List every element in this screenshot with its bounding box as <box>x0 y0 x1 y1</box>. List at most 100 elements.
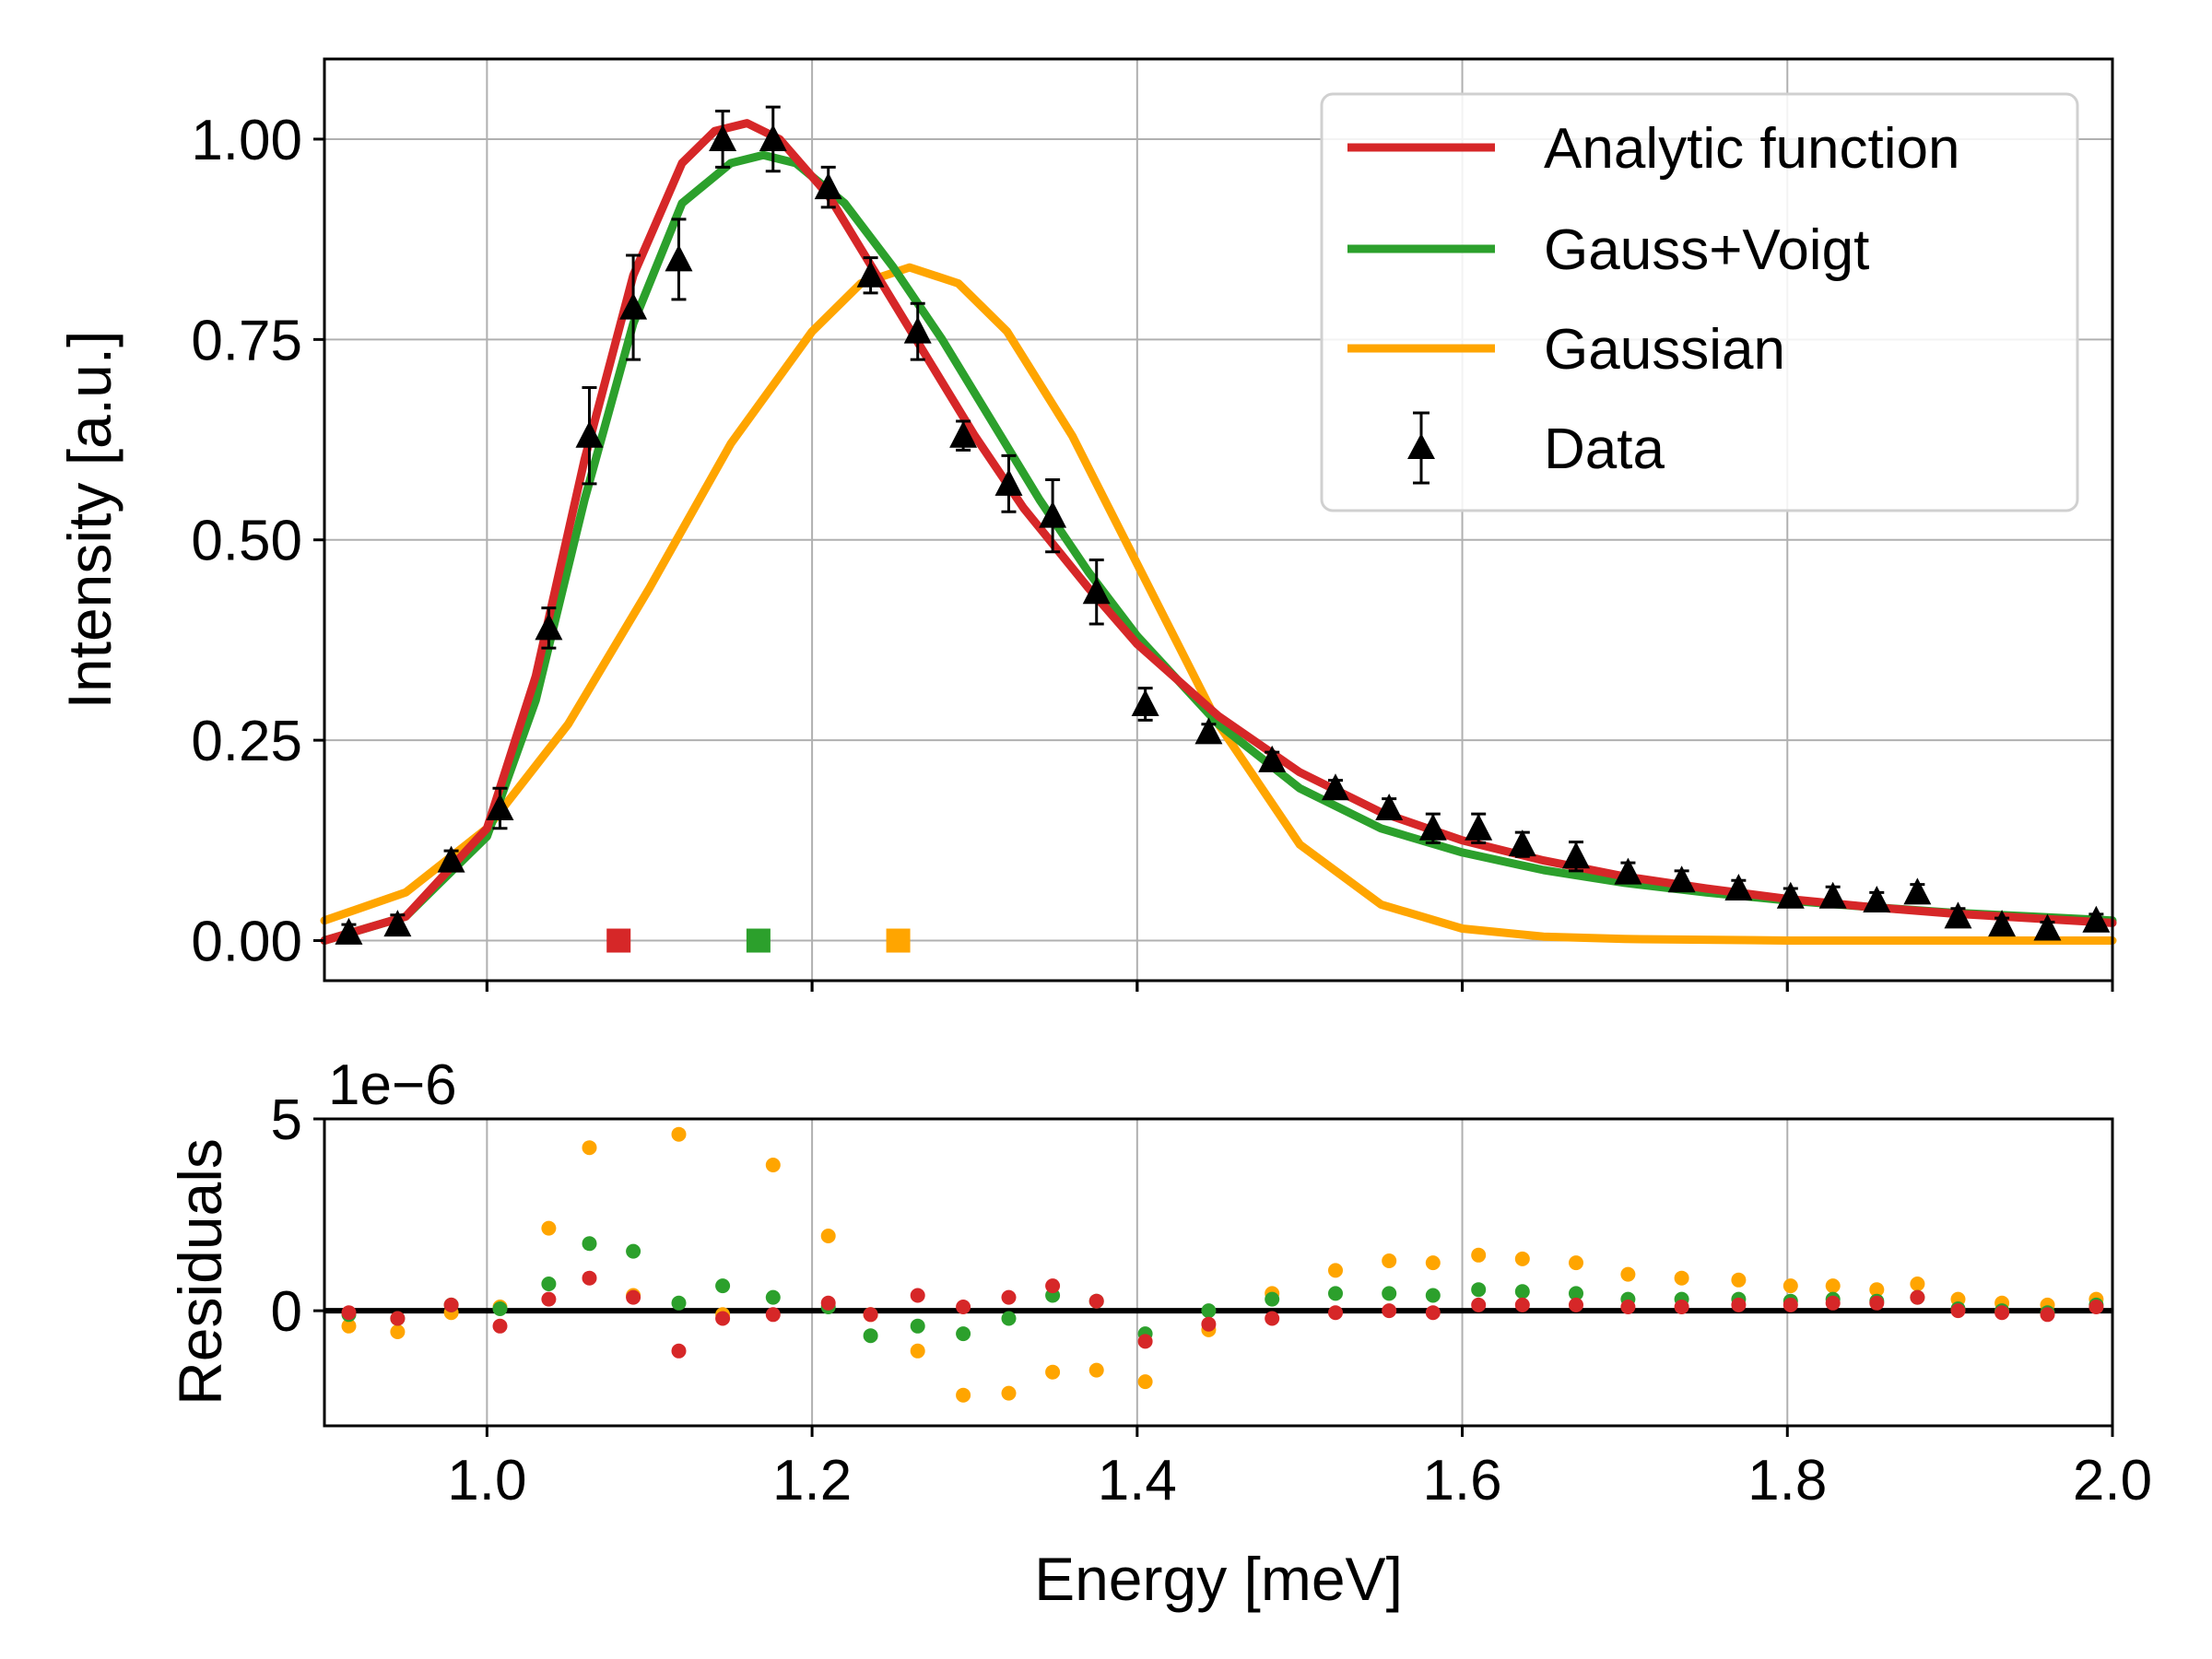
peak-marker-gaussian <box>886 928 911 953</box>
residual-point-gauss-voigt <box>765 1289 781 1305</box>
data-point-triangle <box>1988 910 2017 937</box>
peak-marker-analytic-function <box>606 928 631 953</box>
residual-point-gaussian <box>1425 1255 1441 1271</box>
x-tick-label: 2.0 <box>2073 1449 2152 1512</box>
data-point-triangle <box>1818 881 1847 909</box>
data-point-triangle <box>575 420 604 448</box>
residual-point-analytic-function <box>1674 1300 1689 1314</box>
residuals-y-axis-title: Residuals <box>166 1138 234 1406</box>
residual-point-analytic-function <box>1514 1297 1530 1312</box>
residual-point-analytic-function <box>1994 1305 2010 1321</box>
data-point-triangle <box>1903 877 1932 905</box>
legend-label-data: Data <box>1544 418 1665 481</box>
data-point-triangle <box>949 420 978 448</box>
legend-label-gaussian: Gaussian <box>1544 318 1785 382</box>
residual-point-gaussian <box>910 1343 925 1359</box>
residual-point-analytic-function <box>1045 1278 1061 1294</box>
series-line-gaussian <box>320 263 2117 945</box>
data-point-triangle <box>486 794 514 821</box>
residual-point-analytic-function <box>341 1305 357 1321</box>
residual-point-gauss-voigt <box>956 1326 971 1342</box>
data-point-triangle <box>535 613 563 641</box>
data-point-triangle <box>1375 794 1404 821</box>
residual-point-gaussian <box>582 1140 597 1156</box>
residuals-offset-label: 1e−6 <box>328 1053 457 1117</box>
residual-point-gaussian <box>1137 1374 1153 1390</box>
main-plot-panel: 0.00 0.25 0.50 0.75 1.00 Intensity [a.u.] An… <box>55 57 2117 992</box>
residual-point-gauss-voigt <box>626 1243 641 1259</box>
residual-point-analytic-function <box>1088 1293 1104 1309</box>
residual-point-gaussian <box>765 1158 781 1172</box>
residual-point-gauss-voigt <box>715 1278 731 1294</box>
residual-point-analytic-function <box>626 1289 641 1305</box>
residual-point-gauss-voigt <box>492 1301 508 1316</box>
residual-point-gaussian <box>1783 1278 1798 1294</box>
residual-point-analytic-function <box>1137 1334 1153 1349</box>
data-point-triangle <box>1863 886 1891 913</box>
residual-point-gauss-voigt <box>910 1318 925 1334</box>
residual-point-analytic-function <box>910 1288 925 1303</box>
residual-point-analytic-function <box>1783 1297 1798 1312</box>
residual-point-gaussian <box>956 1387 971 1403</box>
residual-point-gauss-voigt <box>863 1328 878 1344</box>
data-point-triangle <box>1039 500 1067 528</box>
residual-point-gauss-voigt <box>1514 1284 1530 1300</box>
residual-point-analytic-function <box>541 1291 557 1307</box>
data-points <box>335 105 2111 945</box>
data-point-triangle <box>814 172 842 200</box>
residual-point-analytic-function <box>582 1270 597 1286</box>
residual-point-analytic-function <box>863 1307 878 1323</box>
x-tick-label: 1.6 <box>1422 1449 1501 1512</box>
residual-point-gauss-voigt <box>541 1277 557 1291</box>
residual-point-analytic-function <box>2040 1307 2055 1323</box>
residual-point-analytic-function <box>2088 1300 2104 1314</box>
residual-point-analytic-function <box>1265 1311 1280 1326</box>
residual-point-analytic-function <box>671 1343 687 1359</box>
residuals-y-tick-label: 0 <box>271 1280 302 1344</box>
main-y-tick-label: 0.75 <box>191 309 302 372</box>
residual-point-gauss-voigt <box>1328 1286 1343 1301</box>
residual-point-gauss-voigt <box>1001 1311 1017 1326</box>
residual-point-analytic-function <box>1731 1297 1747 1312</box>
x-axis-title: Energy [meV] <box>1034 1545 1403 1613</box>
data-point-triangle <box>2033 913 2062 941</box>
residual-point-gauss-voigt <box>582 1236 597 1252</box>
residual-point-analytic-function <box>1425 1305 1441 1321</box>
residual-point-gaussian <box>1910 1277 1925 1291</box>
data-point-triangle <box>1082 577 1111 605</box>
legend: Analytic function Gauss+Voigt Gaussian D… <box>1320 92 2079 512</box>
data-point-triangle <box>759 124 787 151</box>
residual-point-gaussian <box>1382 1253 1397 1268</box>
residual-point-analytic-function <box>1328 1305 1343 1321</box>
residual-point-gaussian <box>1001 1385 1017 1401</box>
residual-point-analytic-function <box>443 1297 459 1312</box>
data-point-triangle <box>1465 813 1493 841</box>
residual-point-analytic-function <box>765 1307 781 1323</box>
residual-point-analytic-function <box>1569 1297 1583 1312</box>
residual-point-gaussian <box>1620 1266 1636 1282</box>
residual-point-gauss-voigt <box>1201 1303 1217 1319</box>
residual-point-gaussian <box>1471 1247 1487 1263</box>
residual-point-gauss-voigt <box>1425 1288 1441 1303</box>
residual-point-gaussian <box>1328 1263 1343 1278</box>
residual-point-gaussian <box>671 1126 687 1142</box>
residual-point-analytic-function <box>1001 1289 1017 1305</box>
residuals-y-tick-label: 5 <box>271 1088 302 1152</box>
data-point-triangle <box>2082 905 2111 933</box>
residual-point-analytic-function <box>1620 1300 1636 1314</box>
residual-point-gaussian <box>541 1220 557 1236</box>
main-y-tick-label: 0.00 <box>191 911 302 974</box>
residual-point-gaussian <box>1514 1251 1530 1266</box>
data-point-triangle <box>665 244 693 272</box>
data-point-triangle <box>619 292 648 320</box>
legend-box <box>1320 92 2079 512</box>
residual-point-gaussian <box>1569 1255 1583 1271</box>
residual-point-gaussian <box>390 1324 406 1339</box>
data-point-triangle <box>1944 901 1972 929</box>
residual-point-gauss-voigt <box>1471 1282 1487 1298</box>
residual-point-gaussian <box>820 1229 836 1243</box>
residual-point-gaussian <box>1088 1362 1104 1378</box>
data-point-triangle <box>1614 857 1642 885</box>
data-point-triangle <box>1776 881 1805 909</box>
